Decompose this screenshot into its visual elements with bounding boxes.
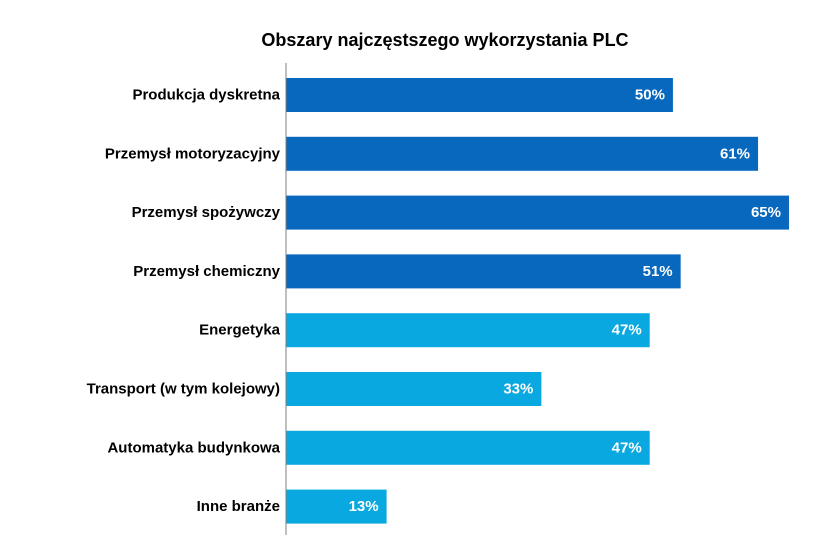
category-label-7: Automatyka budynkowa — [107, 439, 280, 456]
category-label-8: Inne branże — [197, 498, 280, 515]
value-label-8: 13% — [349, 498, 379, 515]
value-label-1: 50% — [635, 87, 665, 104]
value-label-7: 47% — [612, 439, 642, 456]
bar-1 — [286, 78, 673, 112]
value-label-4: 51% — [643, 263, 673, 280]
bar-5 — [286, 313, 650, 348]
category-label-2: Przemysł motoryzacyjny — [105, 145, 281, 162]
category-label-4: Przemysł chemiczny — [133, 263, 280, 280]
value-label-2: 61% — [720, 145, 750, 162]
value-label-6: 33% — [503, 381, 533, 398]
bar-7 — [286, 430, 650, 465]
category-label-3: Przemysł spożywczy — [132, 204, 281, 221]
value-label-5: 47% — [612, 322, 642, 339]
bar-6 — [286, 372, 542, 406]
chart-title: Obszary najczęstszego wykorzystania PLC — [261, 30, 629, 50]
category-label-1: Produkcja dyskretna — [132, 87, 280, 104]
category-label-6: Transport (w tym kolejowy) — [87, 381, 280, 398]
value-label-3: 65% — [751, 204, 781, 221]
bar-2 — [286, 136, 759, 171]
category-label-5: Energetyka — [199, 322, 281, 339]
bar-4 — [286, 254, 681, 289]
bar-8 — [286, 489, 387, 524]
bar-3 — [286, 195, 789, 230]
